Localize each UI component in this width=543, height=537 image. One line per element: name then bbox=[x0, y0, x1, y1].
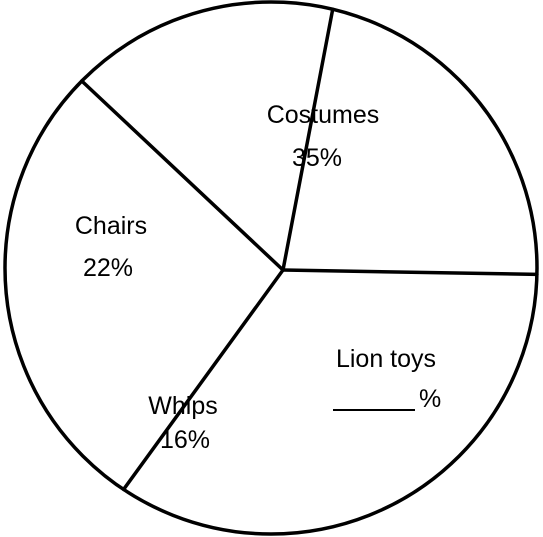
divider-lion-toys-whips bbox=[121, 268, 285, 492]
slice-value-chairs: 22% bbox=[83, 254, 133, 282]
divider-whips-chairs bbox=[80, 79, 285, 272]
slice-label-whips: Whips bbox=[148, 392, 217, 420]
slice-label-costumes: Costumes bbox=[267, 101, 380, 129]
divider-costumes-lion-toys bbox=[281, 268, 539, 277]
slice-label-chairs: Chairs bbox=[75, 212, 147, 240]
slice-value-whips: 16% bbox=[160, 426, 210, 454]
slice-value-costumes: 35% bbox=[292, 144, 342, 172]
divider-chairs-costumes bbox=[281, 7, 335, 272]
slice-label-lion-toys: Lion toys bbox=[336, 345, 436, 373]
slice-value-lion-toys: % bbox=[419, 385, 441, 413]
